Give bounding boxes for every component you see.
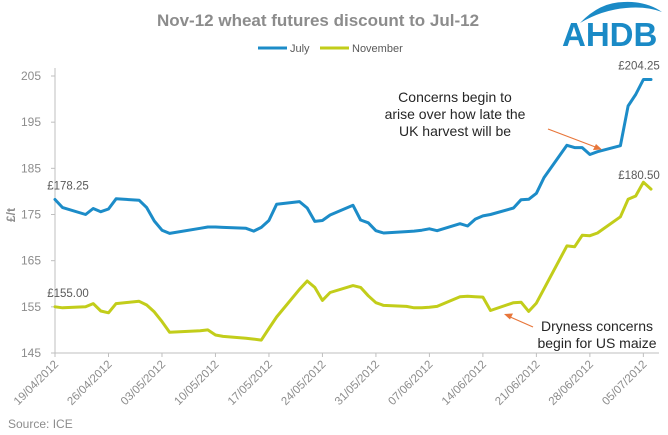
data-labels: £178.25 £155.00 £204.25 £180.50 [47, 60, 660, 299]
x-tick-label: 17/05/2012 [226, 359, 275, 408]
annotation-uk-harvest: Concerns begin to arise over how late th… [385, 89, 602, 150]
x-tick-label: 28/06/2012 [547, 359, 596, 408]
series-line-july [53, 78, 653, 235]
annotation-us-maize: Dryness concerns begin for US maize [504, 313, 657, 351]
data-label: £178.25 [47, 180, 89, 192]
series-line-november [53, 180, 653, 342]
y-tick-label: 185 [21, 161, 41, 175]
x-tick-label: 05/07/2012 [600, 359, 649, 408]
axes: 145 155 165 175 185 195 205 19/04/2012 26/04/201… [12, 68, 659, 408]
annotation-us-maize-line-1: Dryness concerns [541, 318, 653, 334]
arrowhead-icon [593, 144, 602, 150]
source-note: Source: ICE [8, 417, 73, 431]
logo-swoosh-icon [580, 1, 662, 24]
ahdb-logo: AHDB [562, 1, 662, 53]
y-tick-label: 165 [21, 254, 41, 268]
arrowhead-icon [504, 313, 513, 320]
annotation-uk-harvest-line-3: UK harvest will be [399, 123, 511, 139]
annotation-us-maize-arrow [507, 315, 534, 328]
x-tick-label: 26/04/2012 [65, 359, 114, 408]
logo-text: AHDB [562, 16, 657, 53]
y-tick-label: 145 [21, 346, 41, 360]
y-tick-label: 155 [21, 300, 41, 314]
series-layer [53, 78, 653, 342]
legend-label-july: July [290, 43, 310, 55]
legend-label-november: November [352, 43, 403, 55]
data-label: £180.50 [618, 170, 660, 182]
x-tick-label: 31/05/2012 [333, 359, 382, 408]
x-tick-label: 21/06/2012 [493, 359, 542, 408]
legend: July November [258, 43, 403, 55]
annotation-us-maize-line-2: begin for US maize [537, 335, 656, 351]
data-label: £204.25 [618, 60, 660, 72]
y-tick-label: 205 [21, 69, 41, 83]
y-tick-label: 195 [21, 115, 41, 129]
data-label: £155.00 [47, 288, 89, 300]
annotation-uk-harvest-line-1: Concerns begin to [398, 89, 512, 105]
x-tick-label: 24/05/2012 [279, 359, 328, 408]
x-tick-label: 14/06/2012 [440, 359, 489, 408]
x-tick-label: 10/05/2012 [172, 359, 221, 408]
y-axis-label: £/t [4, 208, 18, 222]
x-tick-label: 03/05/2012 [119, 359, 168, 408]
annotation-uk-harvest-line-2: arise over how late the [385, 106, 526, 122]
annotation-uk-harvest-arrow [547, 128, 599, 149]
chart-title: Nov-12 wheat futures discount to Jul-12 [157, 11, 479, 30]
y-tick-label: 175 [21, 208, 41, 222]
x-tick-label: 07/06/2012 [386, 359, 435, 408]
x-tick-label: 19/04/2012 [12, 359, 61, 408]
